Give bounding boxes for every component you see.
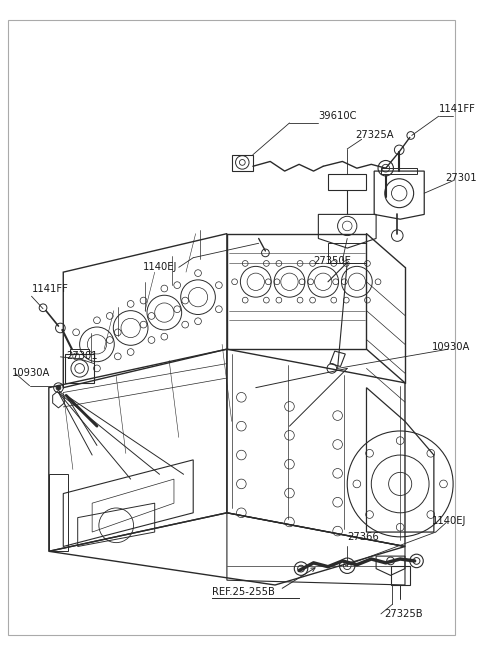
Text: 1141FF: 1141FF	[32, 284, 68, 295]
Text: 27325A: 27325A	[355, 130, 394, 140]
Text: 27301: 27301	[445, 173, 477, 183]
Text: 1140EJ: 1140EJ	[432, 515, 466, 525]
Text: 1141FF: 1141FF	[439, 103, 476, 113]
Text: 10930A: 10930A	[12, 368, 50, 378]
Text: 27366: 27366	[347, 532, 379, 542]
Text: 1140EJ: 1140EJ	[143, 263, 178, 272]
Text: 27350E: 27350E	[313, 255, 351, 265]
Circle shape	[56, 385, 61, 390]
Text: 27325B: 27325B	[384, 609, 422, 619]
Text: 39610C: 39610C	[318, 111, 357, 121]
Text: REF.25-255B: REF.25-255B	[213, 587, 276, 597]
Text: 27301: 27301	[66, 351, 98, 361]
Text: 10930A: 10930A	[432, 342, 470, 352]
